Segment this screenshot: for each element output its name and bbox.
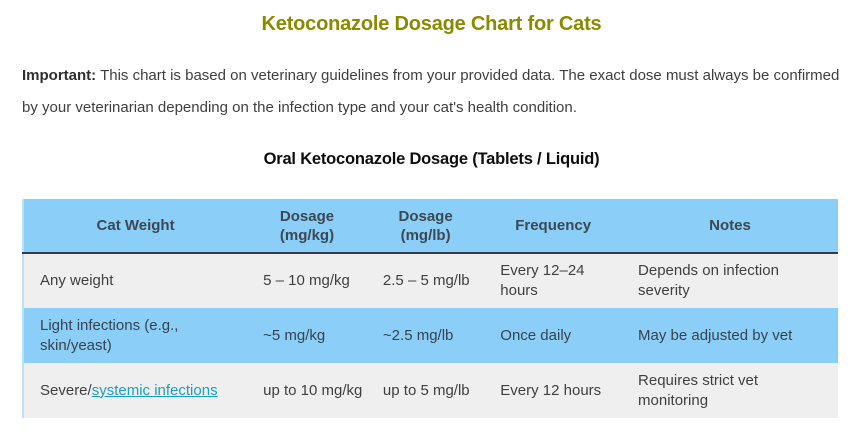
cell-frequency: Every 12 hours (484, 363, 623, 418)
important-text: This chart is based on veterinary guidel… (22, 67, 840, 116)
cell-dosage-mg-kg: up to 10 mg/kg (247, 363, 367, 418)
page-title: Ketoconazole Dosage Chart for Cats (261, 13, 602, 35)
col-header-cat-weight: Cat Weight (23, 199, 248, 254)
table-row-light-infections: Light infections (e.g., skin/yeast) ~5 m… (23, 308, 838, 363)
cell-dosage-mg-lb: ~2.5 mg/lb (366, 308, 485, 363)
cell-cat-weight: Any weight (23, 253, 248, 308)
cell-dosage-mg-lb: up to 5 mg/lb (366, 363, 485, 418)
page: Ketoconazole Dosage Chart for Cats Impor… (0, 13, 863, 418)
cell-frequency: Every 12–24 hours (484, 253, 623, 308)
important-notice: Important: This chart is based on veteri… (22, 60, 840, 124)
section-title: Oral Ketoconazole Dosage (Tablets / Liqu… (263, 150, 600, 168)
cell-notes: Requires strict vet monitoring (622, 363, 838, 418)
severe-prefix-text: Severe/ (40, 381, 92, 399)
important-label: Important: (22, 67, 97, 84)
table-row-severe-infections: Severe/systemic infections up to 10 mg/k… (23, 363, 838, 418)
col-header-notes: Notes (622, 199, 838, 254)
cell-notes: Depends on infection severity (622, 253, 838, 308)
cell-cat-weight: Light infections (e.g., skin/yeast) (23, 308, 248, 363)
cell-dosage-mg-lb: 2.5 – 5 mg/lb (366, 253, 485, 308)
col-header-dosage-mg-kg: Dosage (mg/kg) (247, 199, 367, 254)
cell-cat-weight: Severe/systemic infections (23, 363, 248, 418)
dosage-table: Cat Weight Dosage (mg/kg) Dosage (mg/lb)… (22, 199, 838, 418)
cell-notes: May be adjusted by vet (622, 308, 838, 363)
cell-dosage-mg-kg: 5 – 10 mg/kg (247, 253, 367, 308)
table-row-any-weight: Any weight 5 – 10 mg/kg 2.5 – 5 mg/lb Ev… (23, 253, 838, 308)
cell-frequency: Once daily (484, 308, 623, 363)
cell-dosage-mg-kg: ~5 mg/kg (247, 308, 367, 363)
col-header-dosage-mg-lb: Dosage (mg/lb) (366, 199, 485, 254)
systemic-infections-link[interactable]: systemic infections (91, 381, 218, 399)
col-header-frequency: Frequency (484, 199, 623, 254)
table-header-row: Cat Weight Dosage (mg/kg) Dosage (mg/lb)… (23, 199, 838, 254)
